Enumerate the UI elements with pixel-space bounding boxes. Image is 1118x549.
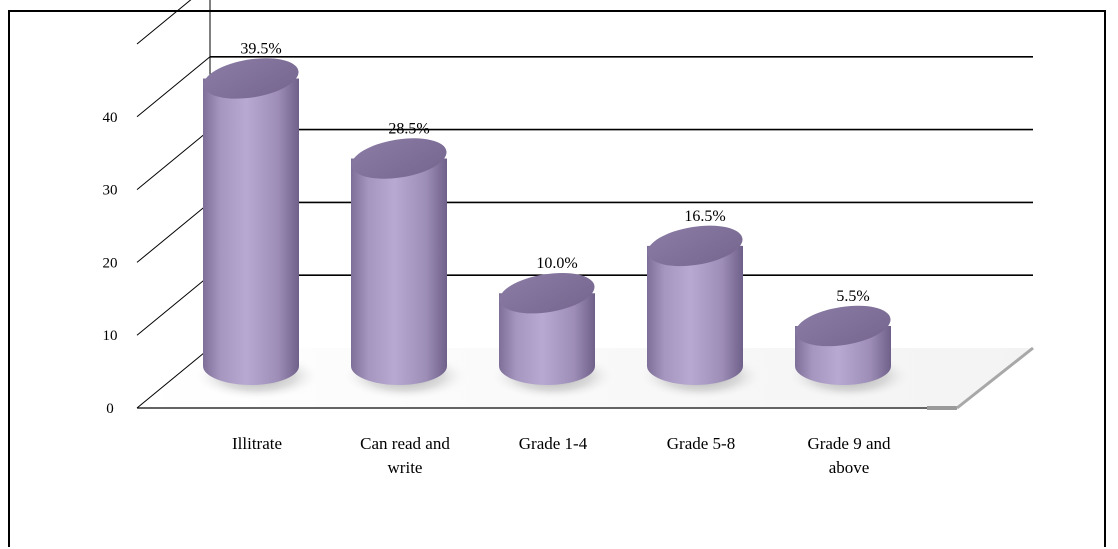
y-tick-label: 10 [103, 328, 118, 344]
bars-layer [193, 58, 913, 400]
bar [785, 305, 913, 400]
y-tick-label: 0 [106, 401, 114, 417]
labels-layer: 39.5% Illitrate 28.5% Can read and write 10.0… [232, 40, 891, 477]
bar [341, 138, 469, 400]
bar [193, 58, 321, 400]
side-gridline [136, 129, 211, 190]
data-label: 28.5% [388, 121, 429, 138]
data-label: 16.5% [684, 208, 725, 225]
category-label: Grade 1-4 [519, 434, 588, 453]
side-gridline [136, 347, 211, 409]
bar-top [499, 272, 595, 314]
y-tick-label: 30 [103, 183, 118, 199]
category-label: Grade 5-8 [667, 434, 735, 453]
bar-top [203, 58, 299, 99]
bar-body [647, 245, 743, 385]
data-label: 10.0% [536, 255, 577, 272]
side-gridline [136, 0, 192, 45]
category-label: Illitrate [232, 434, 282, 453]
bar-top [795, 305, 891, 347]
data-label: 39.5% [240, 40, 281, 57]
bar-body [351, 158, 447, 385]
bar [637, 225, 765, 400]
category-label: Can read and write [360, 434, 450, 477]
bar-top [647, 225, 743, 267]
bar-body [203, 78, 299, 385]
side-gridline [136, 56, 211, 118]
category-label: Grade 9 and above [807, 434, 891, 477]
side-gridline [136, 274, 211, 336]
bar [489, 272, 617, 400]
bar-top [351, 138, 447, 179]
data-label: 5.5% [836, 288, 869, 305]
bar-body [499, 293, 595, 385]
y-tick-label: 20 [103, 255, 118, 271]
side-gridline [136, 202, 211, 263]
floor-right-edge [956, 346, 1034, 410]
y-tick-label: 40 [103, 110, 118, 126]
